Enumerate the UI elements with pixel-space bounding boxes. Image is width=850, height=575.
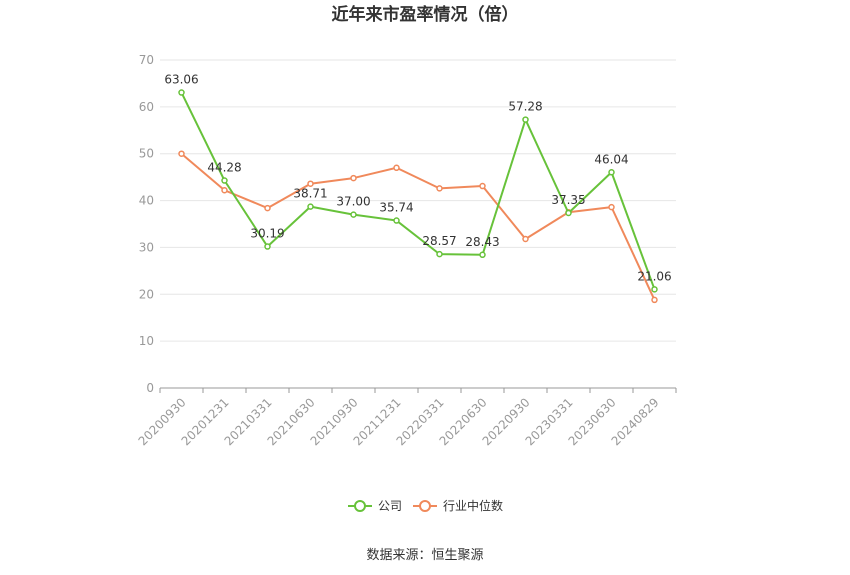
y-tick-label: 60: [139, 100, 154, 114]
data-label: 28.57: [422, 234, 456, 248]
data-point-0: [436, 250, 443, 258]
data-label: 35.74: [379, 201, 413, 215]
data-label: 57.28: [508, 100, 542, 114]
data-point-0: [307, 203, 314, 210]
data-label: 38.71: [293, 187, 327, 201]
y-tick-label: 50: [139, 147, 154, 161]
data-point-1: [651, 296, 658, 304]
data-point-0: [565, 209, 572, 217]
data-label: 44.28: [207, 161, 241, 175]
y-tick-label: 10: [139, 334, 154, 348]
y-tick-label: 30: [139, 240, 154, 254]
y-tick-label: 20: [139, 287, 154, 301]
legend-label-0: 公司: [378, 499, 402, 513]
legend-marker-0: [354, 500, 366, 512]
data-point-1: [608, 203, 615, 211]
data-label: 30.19: [250, 227, 284, 241]
data-label: 63.06: [164, 73, 198, 87]
data-point-1: [264, 204, 271, 212]
data-point-1: [479, 182, 486, 190]
data-labels: 63.06 44.28 30.19 38.71 37.00 35.74 28.57 28.43…: [164, 73, 671, 284]
x-axis: 2020093020201231202103312021063020210930…: [136, 387, 677, 448]
grid-lines: [160, 59, 676, 342]
data-label: 46.04: [594, 152, 628, 166]
data-point-1: [178, 150, 185, 157]
y-axis-ticks: 0 10 20 30 40 50 60 70: [139, 53, 154, 395]
chart-title: 近年来市盈率情况（倍）: [332, 4, 519, 25]
data-label: 37.35: [551, 193, 585, 207]
data-point-1: [436, 185, 443, 192]
y-tick-label: 40: [139, 194, 154, 208]
legend-marker-1: [419, 500, 431, 512]
data-point-1: [522, 235, 529, 243]
data-point-0: [264, 243, 271, 250]
data-label: 21.06: [637, 269, 671, 283]
data-point-1: [307, 180, 314, 187]
legend: 公司 行业中位数: [348, 498, 503, 513]
series-line-0: [180, 92, 656, 290]
data-point-0: [479, 251, 486, 259]
source-note: 数据来源：恒生聚源: [366, 548, 483, 563]
data-label: 28.43: [465, 235, 499, 249]
series-line-1: [180, 152, 656, 301]
legend-label-1: 行业中位数: [443, 498, 503, 513]
data-point-0: [221, 177, 228, 184]
data-point-0: [522, 116, 529, 123]
data-label: 37.00: [336, 195, 370, 209]
data-point-1: [393, 164, 400, 172]
data-point-0: [393, 217, 400, 224]
data-point-0: [651, 286, 658, 293]
data-point-0: [178, 89, 185, 96]
data-point-0: [350, 211, 357, 218]
data-point-0: [608, 169, 615, 176]
y-tick-label: 70: [139, 53, 154, 67]
data-point-1: [221, 187, 228, 194]
data-point-1: [350, 174, 357, 182]
y-tick-label: 0: [146, 381, 154, 395]
series-layer: [178, 89, 658, 304]
